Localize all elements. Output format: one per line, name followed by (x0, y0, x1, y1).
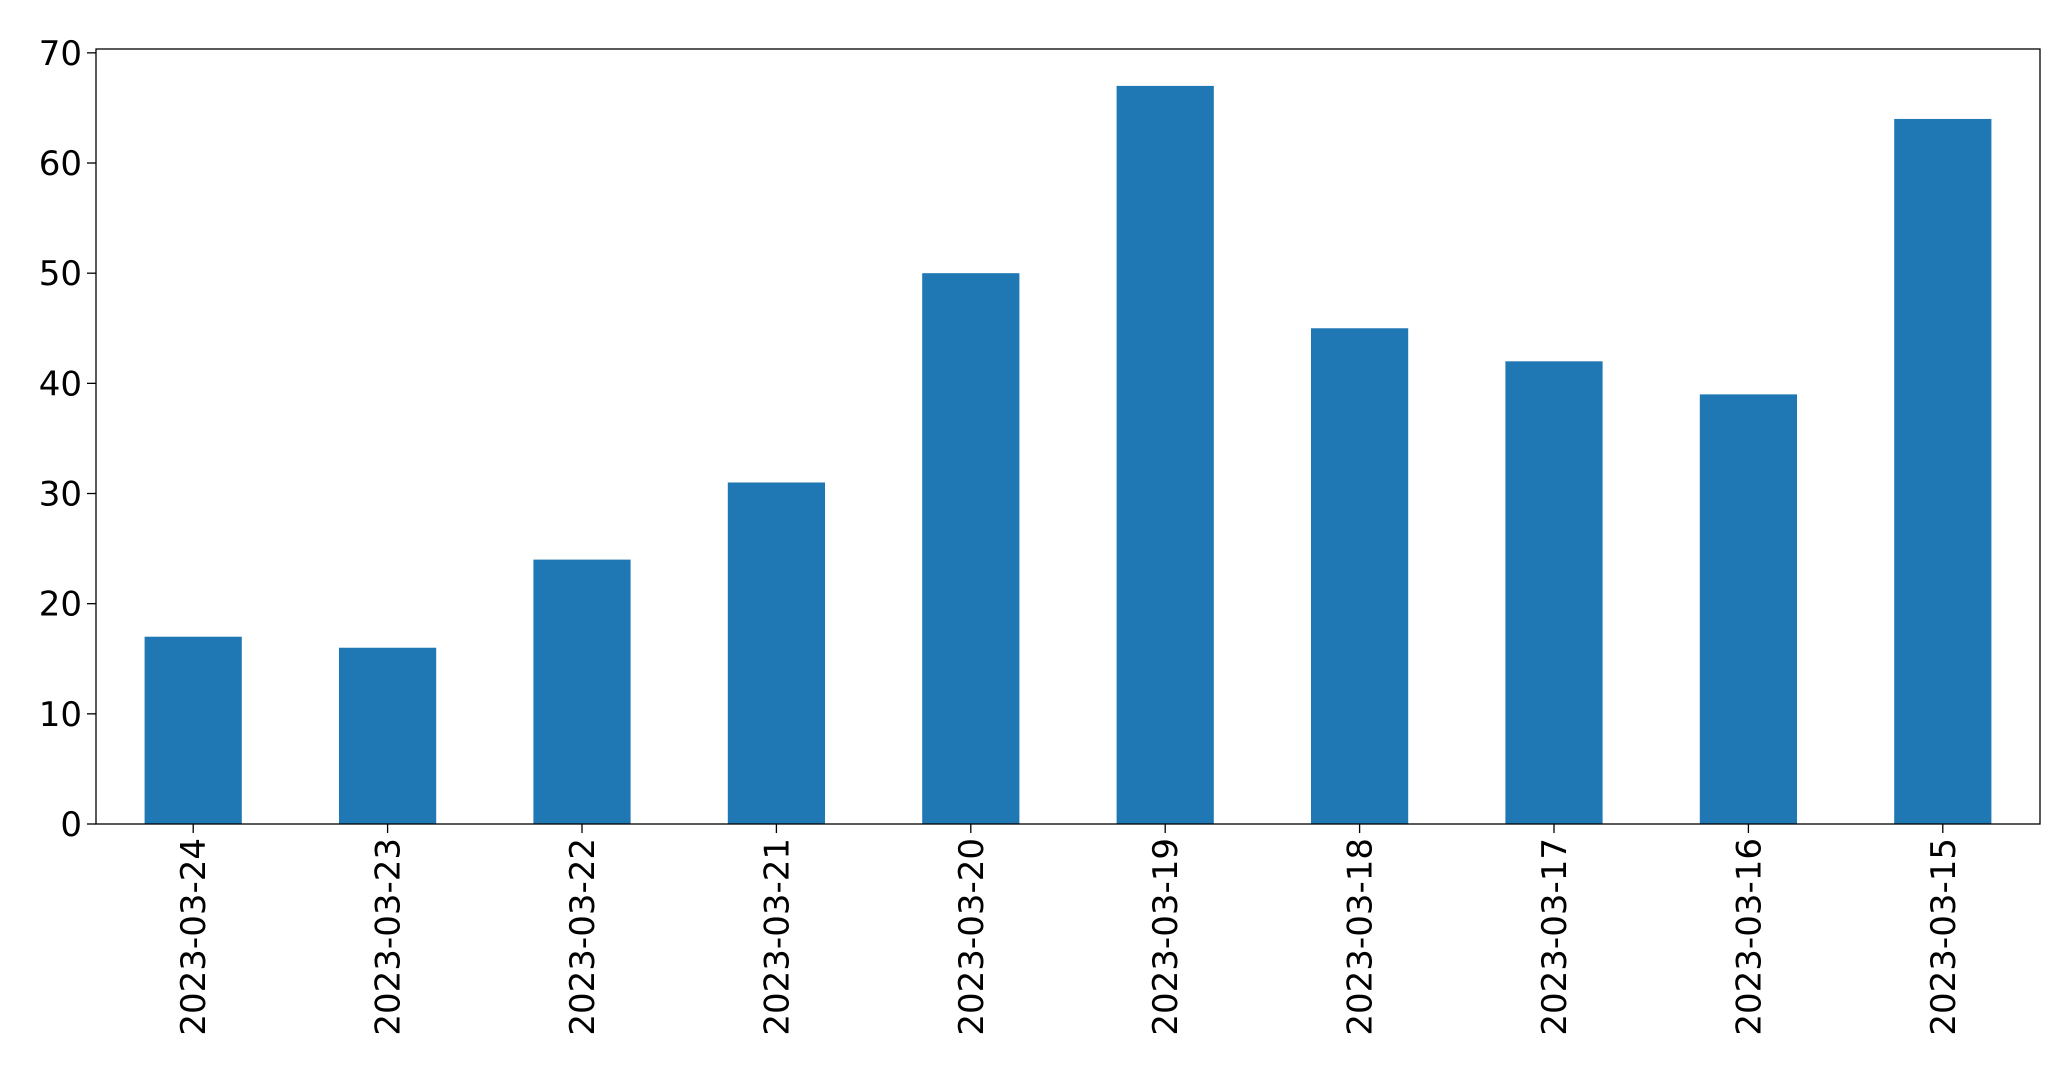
plot-frame (95, 48, 2041, 825)
y-tick-label: 60 (39, 144, 82, 184)
x-tick-label: 2023-03-23 (369, 838, 409, 1036)
x-tick-label: 2023-03-17 (1535, 838, 1575, 1036)
x-tick-label: 2023-03-20 (952, 838, 992, 1036)
y-tick-label: 40 (39, 364, 82, 404)
y-tick-label: 20 (39, 585, 82, 625)
bar (1894, 118, 1992, 825)
x-tick-label: 2023-03-19 (1146, 838, 1186, 1036)
x-tick-label: 2023-03-16 (1729, 838, 1769, 1036)
y-tick-label: 70 (39, 34, 82, 74)
x-tick-label: 2023-03-24 (174, 838, 214, 1036)
x-tick-label: 2023-03-18 (1341, 838, 1381, 1036)
y-tick-label: 0 (60, 805, 82, 845)
x-tick-label: 2023-03-15 (1924, 838, 1964, 1036)
bar (144, 636, 242, 824)
bar (339, 647, 437, 824)
bar (1116, 85, 1214, 824)
x-tick-label: 2023-03-22 (563, 838, 603, 1036)
bar (1505, 361, 1603, 824)
bar (727, 482, 825, 824)
y-tick-label: 30 (39, 475, 82, 515)
bar (1311, 328, 1409, 824)
bar (1699, 394, 1797, 824)
y-tick-label: 10 (39, 695, 82, 735)
y-tick-label: 50 (39, 254, 82, 294)
bar (533, 559, 631, 824)
bar (922, 273, 1020, 825)
x-tick-label: 2023-03-21 (757, 838, 797, 1036)
